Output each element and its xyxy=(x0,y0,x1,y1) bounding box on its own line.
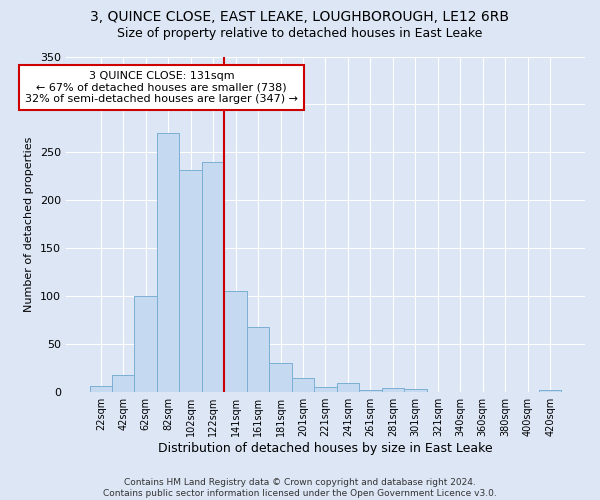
Text: 3, QUINCE CLOSE, EAST LEAKE, LOUGHBOROUGH, LE12 6RB: 3, QUINCE CLOSE, EAST LEAKE, LOUGHBOROUG… xyxy=(91,10,509,24)
Bar xyxy=(202,162,224,392)
Text: Size of property relative to detached houses in East Leake: Size of property relative to detached ho… xyxy=(118,28,482,40)
Bar xyxy=(382,388,404,392)
Bar xyxy=(112,375,134,392)
Bar xyxy=(179,170,202,392)
Y-axis label: Number of detached properties: Number of detached properties xyxy=(25,136,34,312)
Bar xyxy=(247,327,269,392)
X-axis label: Distribution of detached houses by size in East Leake: Distribution of detached houses by size … xyxy=(158,442,493,455)
Bar xyxy=(337,382,359,392)
Bar xyxy=(404,390,427,392)
Bar xyxy=(157,133,179,392)
Text: Contains HM Land Registry data © Crown copyright and database right 2024.
Contai: Contains HM Land Registry data © Crown c… xyxy=(103,478,497,498)
Text: 3 QUINCE CLOSE: 131sqm  
← 67% of detached houses are smaller (738)
32% of semi-: 3 QUINCE CLOSE: 131sqm ← 67% of detached… xyxy=(25,71,298,104)
Bar xyxy=(89,386,112,392)
Bar xyxy=(314,388,337,392)
Bar xyxy=(269,364,292,392)
Bar xyxy=(359,390,382,392)
Bar xyxy=(134,296,157,392)
Bar xyxy=(224,290,247,392)
Bar xyxy=(539,390,562,392)
Bar xyxy=(292,378,314,392)
